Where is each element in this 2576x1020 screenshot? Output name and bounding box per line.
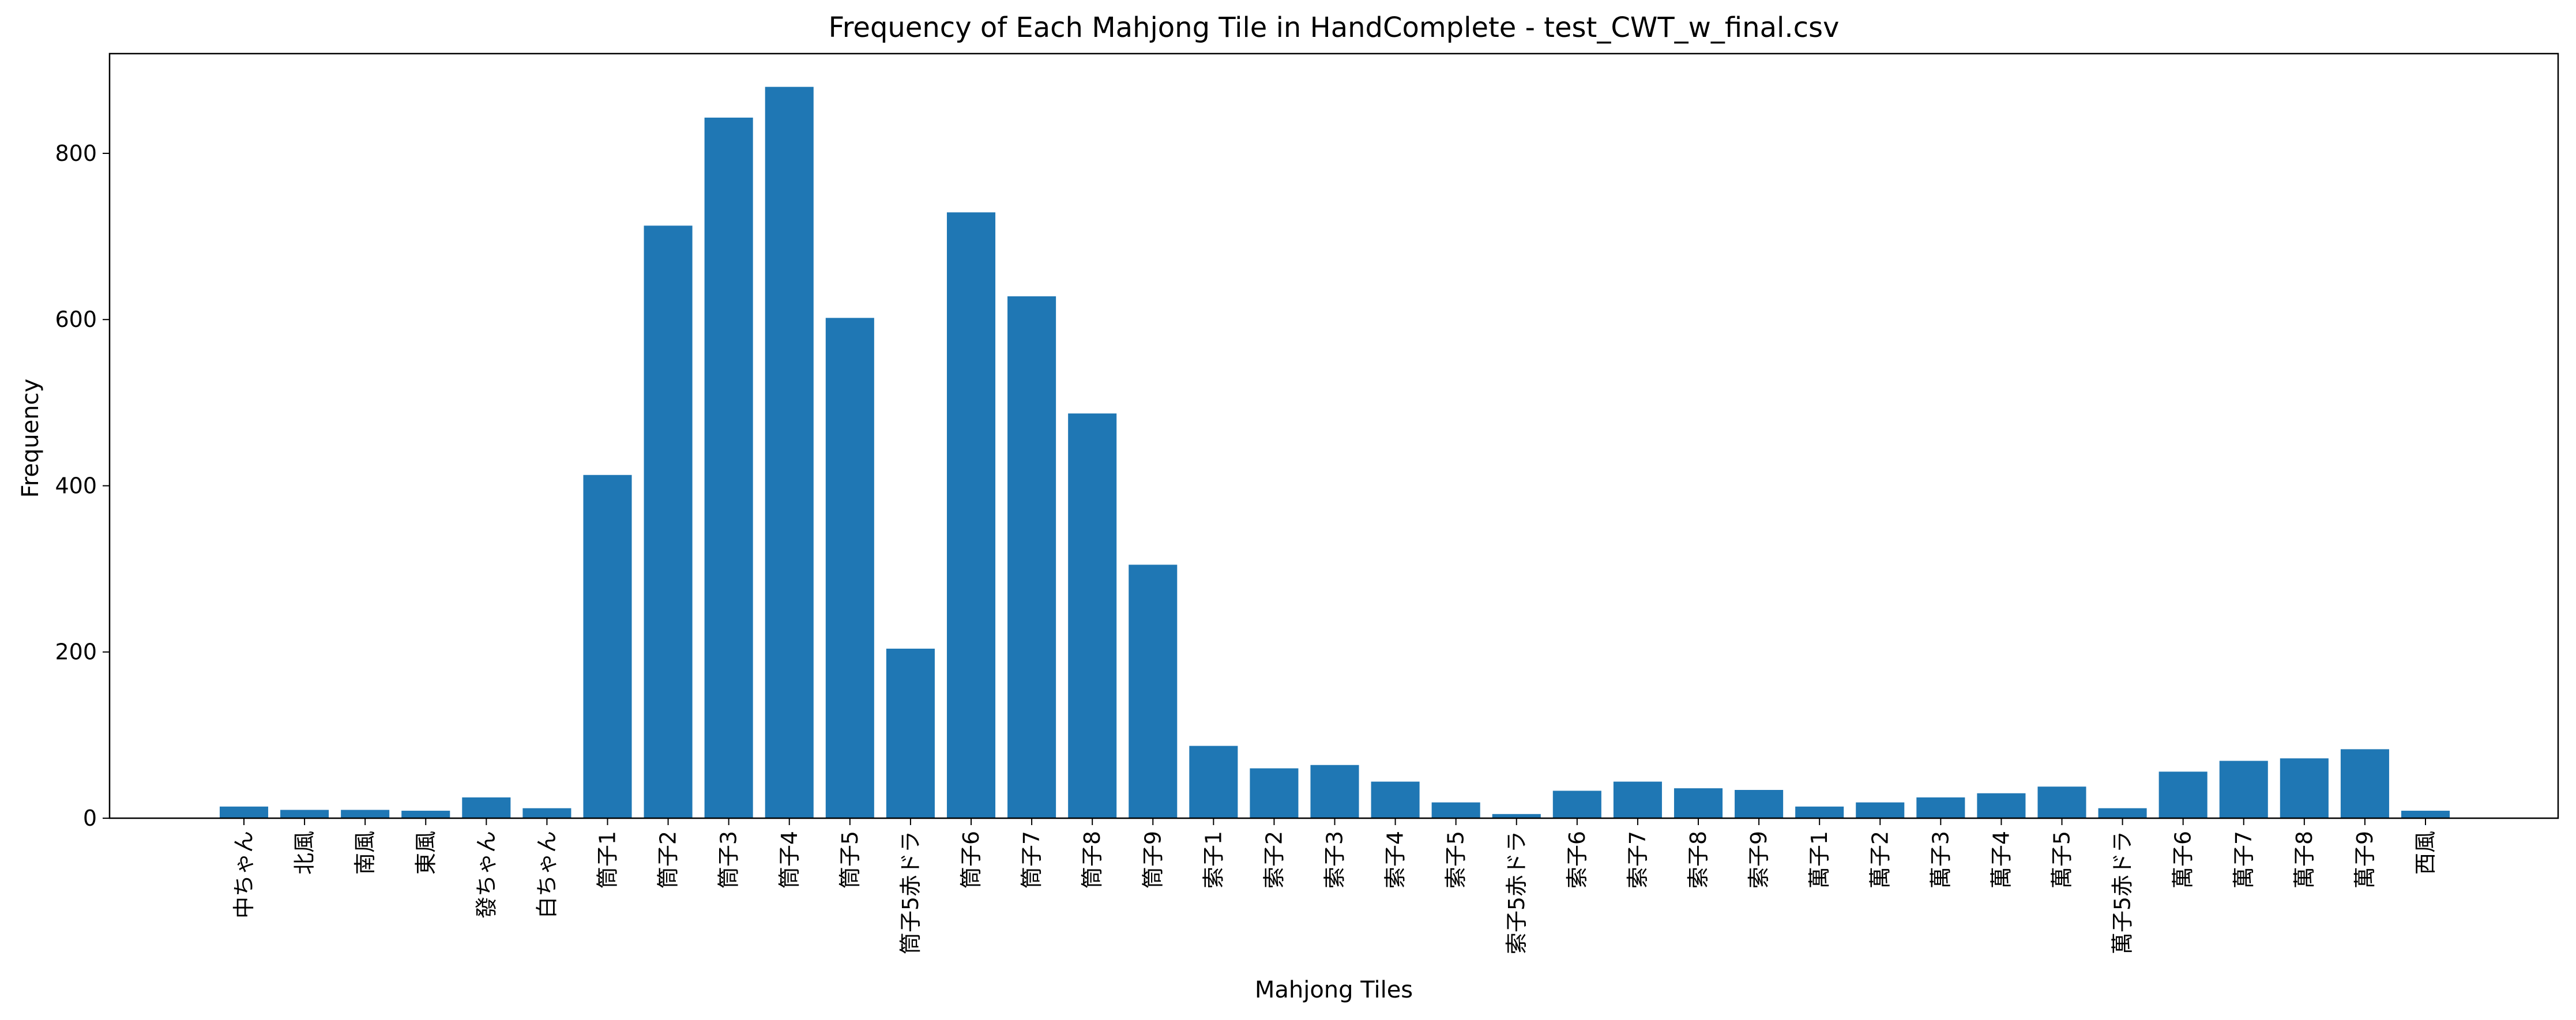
x-tick-label: 索子1 (1201, 831, 1226, 889)
x-tick-label: 索子6 (1565, 831, 1590, 889)
bar (2340, 749, 2389, 818)
x-tick-label: 東風 (413, 831, 438, 875)
x-tick-label: 索子5赤ドラ (1504, 831, 1529, 954)
bar (1613, 781, 1662, 818)
bar (462, 797, 511, 818)
x-tick-label: 索子4 (1383, 831, 1408, 889)
x-tick-label: 索子7 (1625, 831, 1650, 889)
y-tick-label: 800 (55, 141, 97, 166)
y-axis-label: Frequency (17, 379, 44, 498)
x-tick-label: 索子3 (1322, 831, 1348, 889)
bar (2219, 761, 2268, 818)
x-tick-label: 中ちゃん (231, 831, 257, 919)
x-tick-label: 筒子2 (656, 831, 681, 889)
x-tick-label: 萬子1 (1807, 831, 1832, 889)
bar (1431, 802, 1480, 818)
bar (1129, 564, 1178, 818)
bar (219, 806, 269, 818)
y-tick-label: 600 (55, 307, 97, 332)
bar (401, 811, 450, 818)
x-tick-label: 筒子3 (716, 831, 742, 889)
bar (886, 648, 935, 818)
bar (1674, 788, 1723, 818)
bar (522, 808, 571, 818)
x-tick-label: 萬子3 (1928, 831, 1953, 889)
bar (1189, 746, 1238, 818)
x-axis-label: Mahjong Tiles (1255, 977, 1413, 1003)
bar (1916, 797, 1965, 818)
bar (644, 225, 693, 819)
x-tick-label: 萬子5赤ドラ (2110, 831, 2135, 954)
bar (1856, 802, 1905, 818)
bar (2037, 786, 2086, 818)
y-tick-label: 200 (55, 639, 97, 665)
x-tick-label: 萬子2 (1867, 831, 1893, 889)
x-tick-label: 萬子6 (2171, 831, 2196, 889)
x-tick-label: 萬子5 (2049, 831, 2075, 889)
y-tick-label: 0 (83, 806, 97, 831)
y-axis: 0 200 400 600 800 (55, 141, 110, 831)
x-tick-label: 筒子5赤ドラ (898, 831, 923, 954)
bar (1007, 296, 1056, 818)
bar (280, 810, 329, 818)
bar (1250, 768, 1299, 818)
x-tick-label: 筒子8 (1080, 831, 1105, 889)
x-tick-label: 筒子7 (1019, 831, 1044, 889)
x-tick-label: 筒子9 (1140, 831, 1165, 889)
bar (704, 117, 753, 818)
bar (2098, 808, 2147, 818)
x-tick-label: 白ちゃん (534, 831, 559, 919)
x-tick-label: 北風 (292, 831, 317, 875)
bar (1310, 765, 1359, 818)
bar (1492, 814, 1541, 818)
x-tick-label: 筒子4 (777, 831, 802, 889)
bar (583, 475, 632, 818)
x-tick-label: 萬子4 (1988, 831, 2014, 889)
bar (825, 318, 874, 818)
chart-title: Frequency of Each Mahjong Tile in HandCo… (829, 12, 1840, 44)
plot-frame (108, 52, 2559, 819)
x-tick-label: 筒子5 (837, 831, 863, 889)
x-tick-label: 索子2 (1261, 831, 1287, 889)
bar (1371, 781, 1420, 818)
y-tick-label: 400 (55, 473, 97, 498)
bar (2158, 771, 2208, 818)
x-tick-label: 索子5 (1443, 831, 1469, 889)
x-tick-label: 筒子1 (595, 831, 621, 889)
x-tick-label: 筒子6 (958, 831, 984, 889)
bar (1552, 791, 1601, 818)
bar (1068, 413, 1117, 818)
x-tick-label: 索子9 (1746, 831, 1772, 889)
x-tick-label: 萬子8 (2292, 831, 2317, 889)
bar (1795, 806, 1844, 818)
bar (1735, 789, 1784, 818)
x-tick-label: 西風 (2413, 831, 2438, 875)
bar (341, 810, 390, 818)
bar (2280, 758, 2329, 818)
x-tick-label: 南風 (352, 831, 378, 875)
x-tick-label: 萬子7 (2231, 831, 2257, 889)
bar (2401, 811, 2450, 818)
bar (765, 86, 814, 818)
x-axis: 中ちゃん 北風 南風 東風 發ちゃん 白ちゃん 筒子1 筒子2 筒子3 筒子4 筒子5 筒子5赤ドラ 筒… (231, 818, 2438, 954)
bar (1977, 793, 2026, 818)
x-tick-label: 發ちゃん (473, 831, 499, 919)
x-tick-label: 索子8 (1686, 831, 1711, 889)
bar (946, 212, 996, 819)
bars-group (219, 86, 2450, 819)
x-tick-label: 萬子9 (2352, 831, 2378, 889)
